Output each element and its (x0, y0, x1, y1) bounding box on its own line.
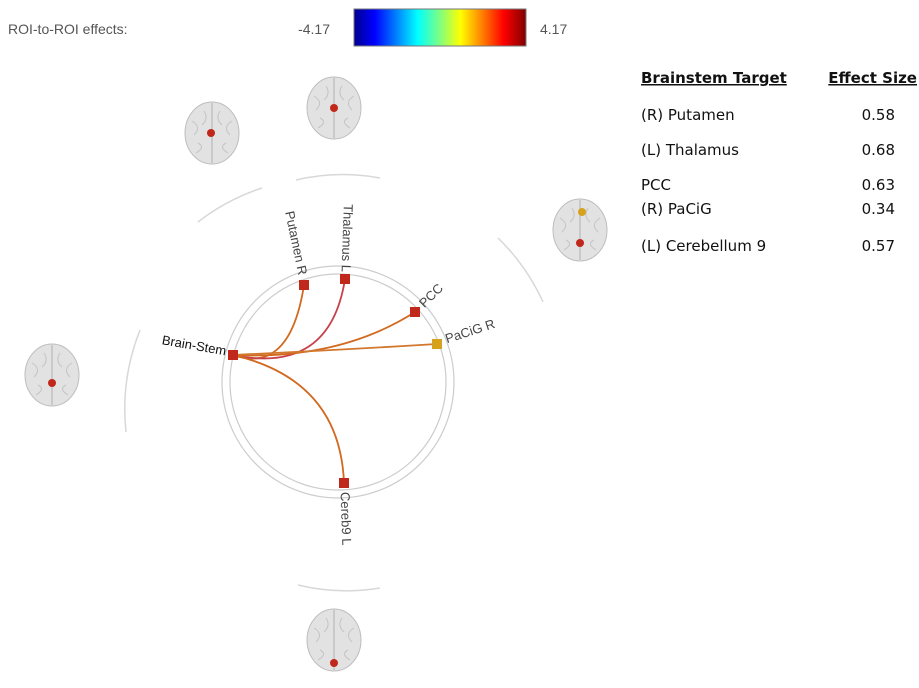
node-label: Cereb9 L (338, 492, 355, 546)
effect-table: Brainstem Target Effect Size (R) Putamen… (641, 69, 917, 255)
table-cell: PCC (641, 176, 671, 194)
table-cell: 0.68 (862, 141, 895, 159)
colorbar-max: 4.17 (540, 21, 567, 37)
node-label: PCC (416, 281, 446, 311)
figure: ROI-to-ROI effects: -4.17 4.17 Brain-Ste… (0, 0, 919, 688)
table-cell: (R) PaCiG (641, 200, 712, 218)
node-label: Putamen R (282, 210, 310, 277)
brain-icons (25, 77, 607, 671)
colorbar-label: ROI-to-ROI effects: (8, 21, 128, 37)
connections (233, 279, 437, 483)
table-cell: 0.58 (862, 106, 895, 124)
circle-rings (125, 175, 543, 591)
table-cell: 0.57 (862, 237, 895, 255)
node-label: PaCiG R (443, 316, 496, 346)
table-header: Effect Size (828, 69, 917, 87)
table-cell: (L) Cerebellum 9 (641, 237, 766, 255)
table-cell: 0.63 (862, 176, 895, 194)
colorbar-min: -4.17 (298, 21, 330, 37)
table-cell: (R) Putamen (641, 106, 735, 124)
nodes (228, 274, 442, 488)
table-cell: 0.34 (862, 200, 895, 218)
colorbar (354, 9, 526, 46)
node-label: Thalamus L (339, 204, 356, 272)
table-header: Brainstem Target (641, 69, 787, 87)
table-cell: (L) Thalamus (641, 141, 739, 159)
node-label: Brain-Stem (161, 332, 228, 358)
